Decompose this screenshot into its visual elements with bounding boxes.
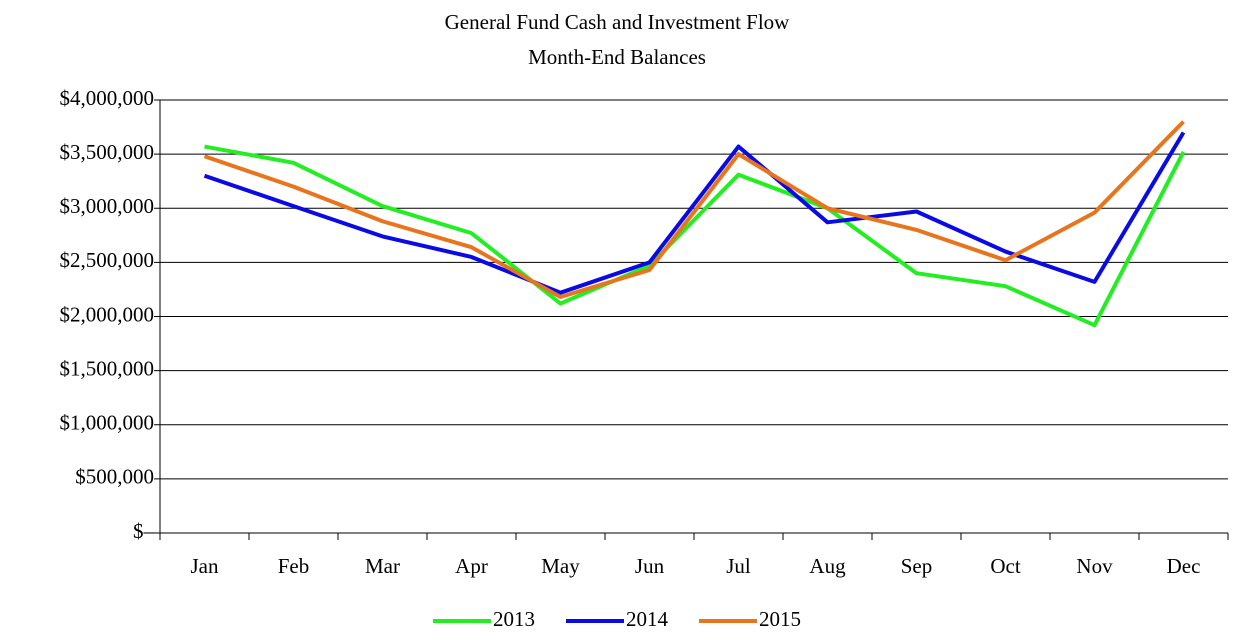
y-tick-label: $3,000,000 [60,194,155,218]
x-tick-label: Jul [726,554,751,578]
chart-subtitle: Month-End Balances [528,45,706,69]
y-tick-label: $2,000,000 [60,302,155,326]
x-tick-label: Feb [278,554,310,578]
legend-label: 2014 [626,607,669,631]
y-tick-label: $– [133,519,155,543]
legend-label: 2013 [493,607,535,631]
x-tick-label: Jun [635,554,665,578]
x-tick-label: Apr [455,554,488,578]
x-tick-label: Sep [901,554,933,578]
series-line [204,144,1186,328]
y-tick-label: $2,500,000 [60,248,155,272]
y-tick-label: $4,000,000 [60,86,155,110]
x-tick-label: Dec [1167,554,1201,578]
x-tick-label: Nov [1076,554,1113,578]
x-tick-label: Jan [191,554,219,578]
x-tick-label: Aug [809,554,846,578]
y-tick-label: $500,000 [75,465,154,489]
x-tick-label: Mar [365,554,400,578]
x-tick-label: Oct [990,554,1020,578]
x-tick-label: May [541,554,580,578]
series-line [203,131,1186,295]
chart-title: General Fund Cash and Investment Flow [445,10,791,34]
series-line [203,120,1185,300]
y-tick-label: $3,500,000 [60,140,155,164]
y-tick-label: $1,000,000 [60,411,155,435]
legend-label: 2015 [759,607,801,631]
y-tick-label: $1,500,000 [60,356,155,380]
